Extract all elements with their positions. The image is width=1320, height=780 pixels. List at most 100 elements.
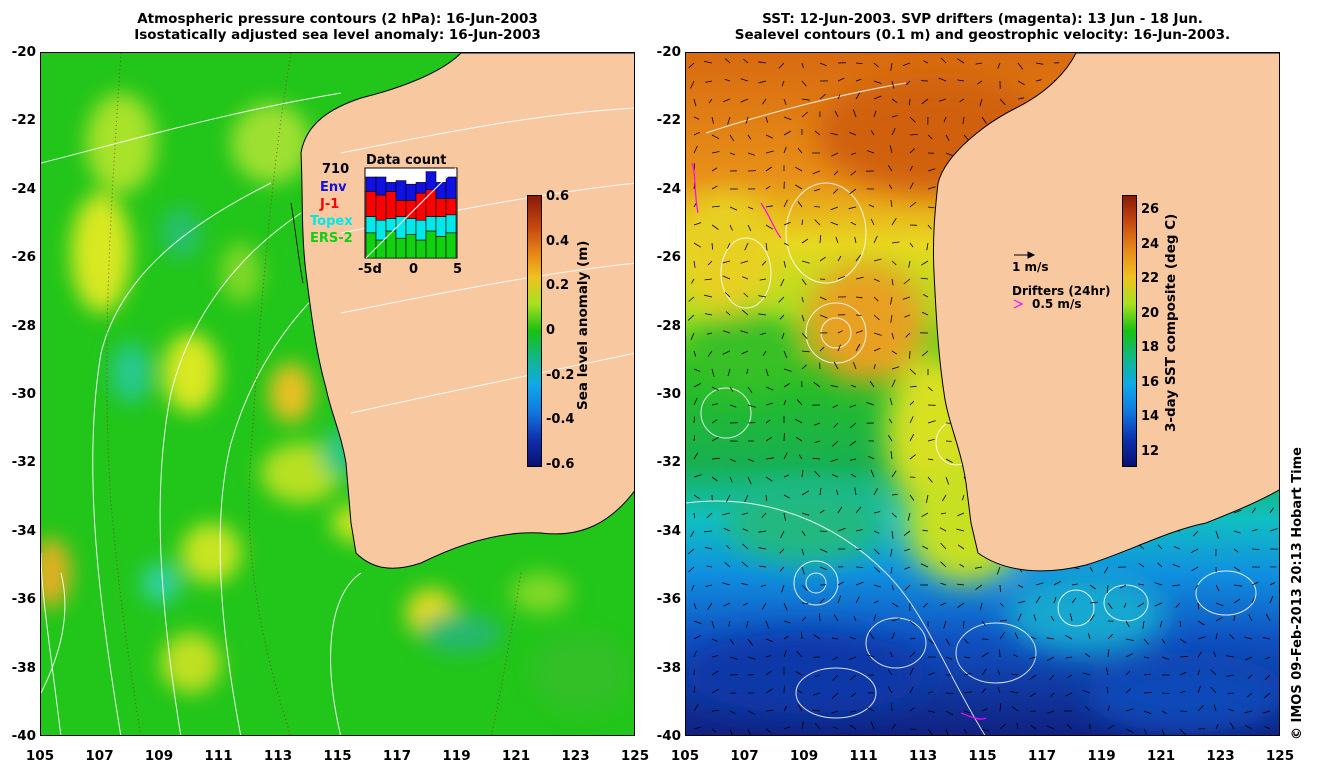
velocity-arrow [783, 146, 787, 154]
velocity-arrow [866, 707, 875, 712]
velocity-arrow [758, 530, 767, 533]
xtick-label: 117 [382, 748, 412, 764]
velocity-arrow [1269, 507, 1274, 514]
velocity-arrow [783, 368, 792, 372]
velocity-arrow [891, 332, 895, 340]
sst-map [685, 52, 1280, 736]
velocity-arrow [688, 296, 695, 302]
velocity-arrow [891, 128, 896, 136]
xtick-label: 117 [1027, 748, 1057, 764]
velocity-arrow [1013, 654, 1019, 658]
inset-bar-topex [405, 218, 417, 235]
velocity-arrow [1016, 723, 1019, 730]
velocity-arrow [1215, 584, 1220, 592]
velocity-arrow [891, 602, 899, 608]
sla-colorbar [527, 195, 542, 467]
velocity-arrow [1028, 656, 1037, 660]
velocity-arrow [831, 152, 839, 157]
velocity-arrow [746, 368, 749, 375]
velocity-arrow [765, 494, 768, 501]
velocity-arrow [1197, 685, 1201, 694]
velocity-arrow [1105, 667, 1109, 676]
velocity-arrow [1047, 710, 1055, 714]
velocity-arrow [729, 728, 733, 735]
velocity-arrow [783, 260, 786, 268]
velocity-arrow [855, 276, 864, 280]
velocity-arrow [855, 296, 863, 299]
velocity-arrow [927, 710, 935, 713]
velocity-arrow [855, 343, 861, 352]
velocity-arrow [711, 436, 719, 442]
ytick-label: -26 [11, 249, 36, 266]
velocity-arrow [801, 469, 804, 478]
velocity-arrow [704, 313, 713, 316]
velocity-arrow [801, 219, 803, 226]
velocity-arrow [740, 260, 749, 264]
velocity-arrow [927, 476, 933, 483]
velocity-arrow [795, 166, 803, 172]
velocity-arrow [1143, 692, 1152, 694]
inset-bar-ers [435, 236, 447, 259]
velocity-arrow [1143, 710, 1152, 715]
velocity-arrow [849, 404, 857, 408]
velocity-arrow [903, 530, 911, 537]
velocity-arrow [711, 386, 719, 391]
velocity-arrow [909, 651, 916, 658]
velocity-arrow [765, 224, 774, 230]
velocity-arrow [691, 584, 695, 591]
velocity-arrow [909, 620, 916, 626]
velocity-arrow [747, 638, 754, 646]
velocity-arrow [705, 584, 713, 587]
velocity-arrow [1263, 637, 1271, 640]
velocity-arrow [819, 235, 822, 244]
velocity-arrow [909, 728, 917, 731]
velocity-arrow [849, 440, 857, 446]
velocity-arrow [741, 350, 749, 355]
velocity-arrow [1065, 656, 1073, 659]
inset-bar-j1 [365, 191, 377, 217]
velocity-arrow [813, 381, 821, 388]
velocity-arrow [814, 440, 821, 444]
velocity-arrow [741, 512, 749, 515]
velocity-arrow [780, 278, 785, 287]
velocity-arrow [1050, 692, 1055, 697]
velocity-arrow [1030, 710, 1037, 712]
velocity-arrow [959, 563, 965, 568]
velocity-arrow [957, 583, 965, 586]
velocity-arrow [999, 98, 1006, 106]
velocity-arrow [832, 440, 839, 447]
velocity-arrow [890, 199, 893, 208]
velocity-arrow [729, 134, 735, 142]
velocity-arrow [975, 62, 983, 65]
ytick-label: -24 [656, 180, 681, 197]
velocity-arrow [693, 726, 702, 730]
velocity-arrow [747, 728, 751, 735]
velocity-arrow [942, 494, 947, 502]
velocity-arrow [783, 130, 791, 136]
velocity-arrow [765, 419, 771, 424]
velocity-arrow [891, 379, 896, 388]
velocity-arrow [1179, 671, 1187, 676]
velocity-arrow [743, 602, 749, 606]
velocity-arrow [693, 260, 696, 268]
velocity-arrow [765, 368, 769, 377]
velocity-arrow [819, 598, 825, 604]
velocity-arrow [873, 278, 880, 282]
velocity-arrow [812, 692, 821, 696]
velocity-arrow [740, 78, 749, 82]
velocity-arrow [1125, 688, 1131, 694]
ytick-label: -32 [11, 454, 36, 471]
velocity-arrow [999, 632, 1005, 640]
velocity-arrow [833, 726, 839, 730]
velocity-arrow [873, 548, 880, 555]
velocity-arrow [729, 404, 737, 408]
velocity-arrow [927, 728, 934, 735]
velocity-arrow [796, 650, 803, 658]
velocity-arrow [1029, 692, 1037, 698]
velocity-arrow [765, 638, 773, 642]
velocity-arrow [909, 637, 916, 640]
xtick-label: 109 [144, 748, 174, 764]
velocity-arrow [1106, 686, 1109, 694]
velocity-arrow [962, 116, 965, 125]
velocity-arrow [1066, 723, 1073, 730]
